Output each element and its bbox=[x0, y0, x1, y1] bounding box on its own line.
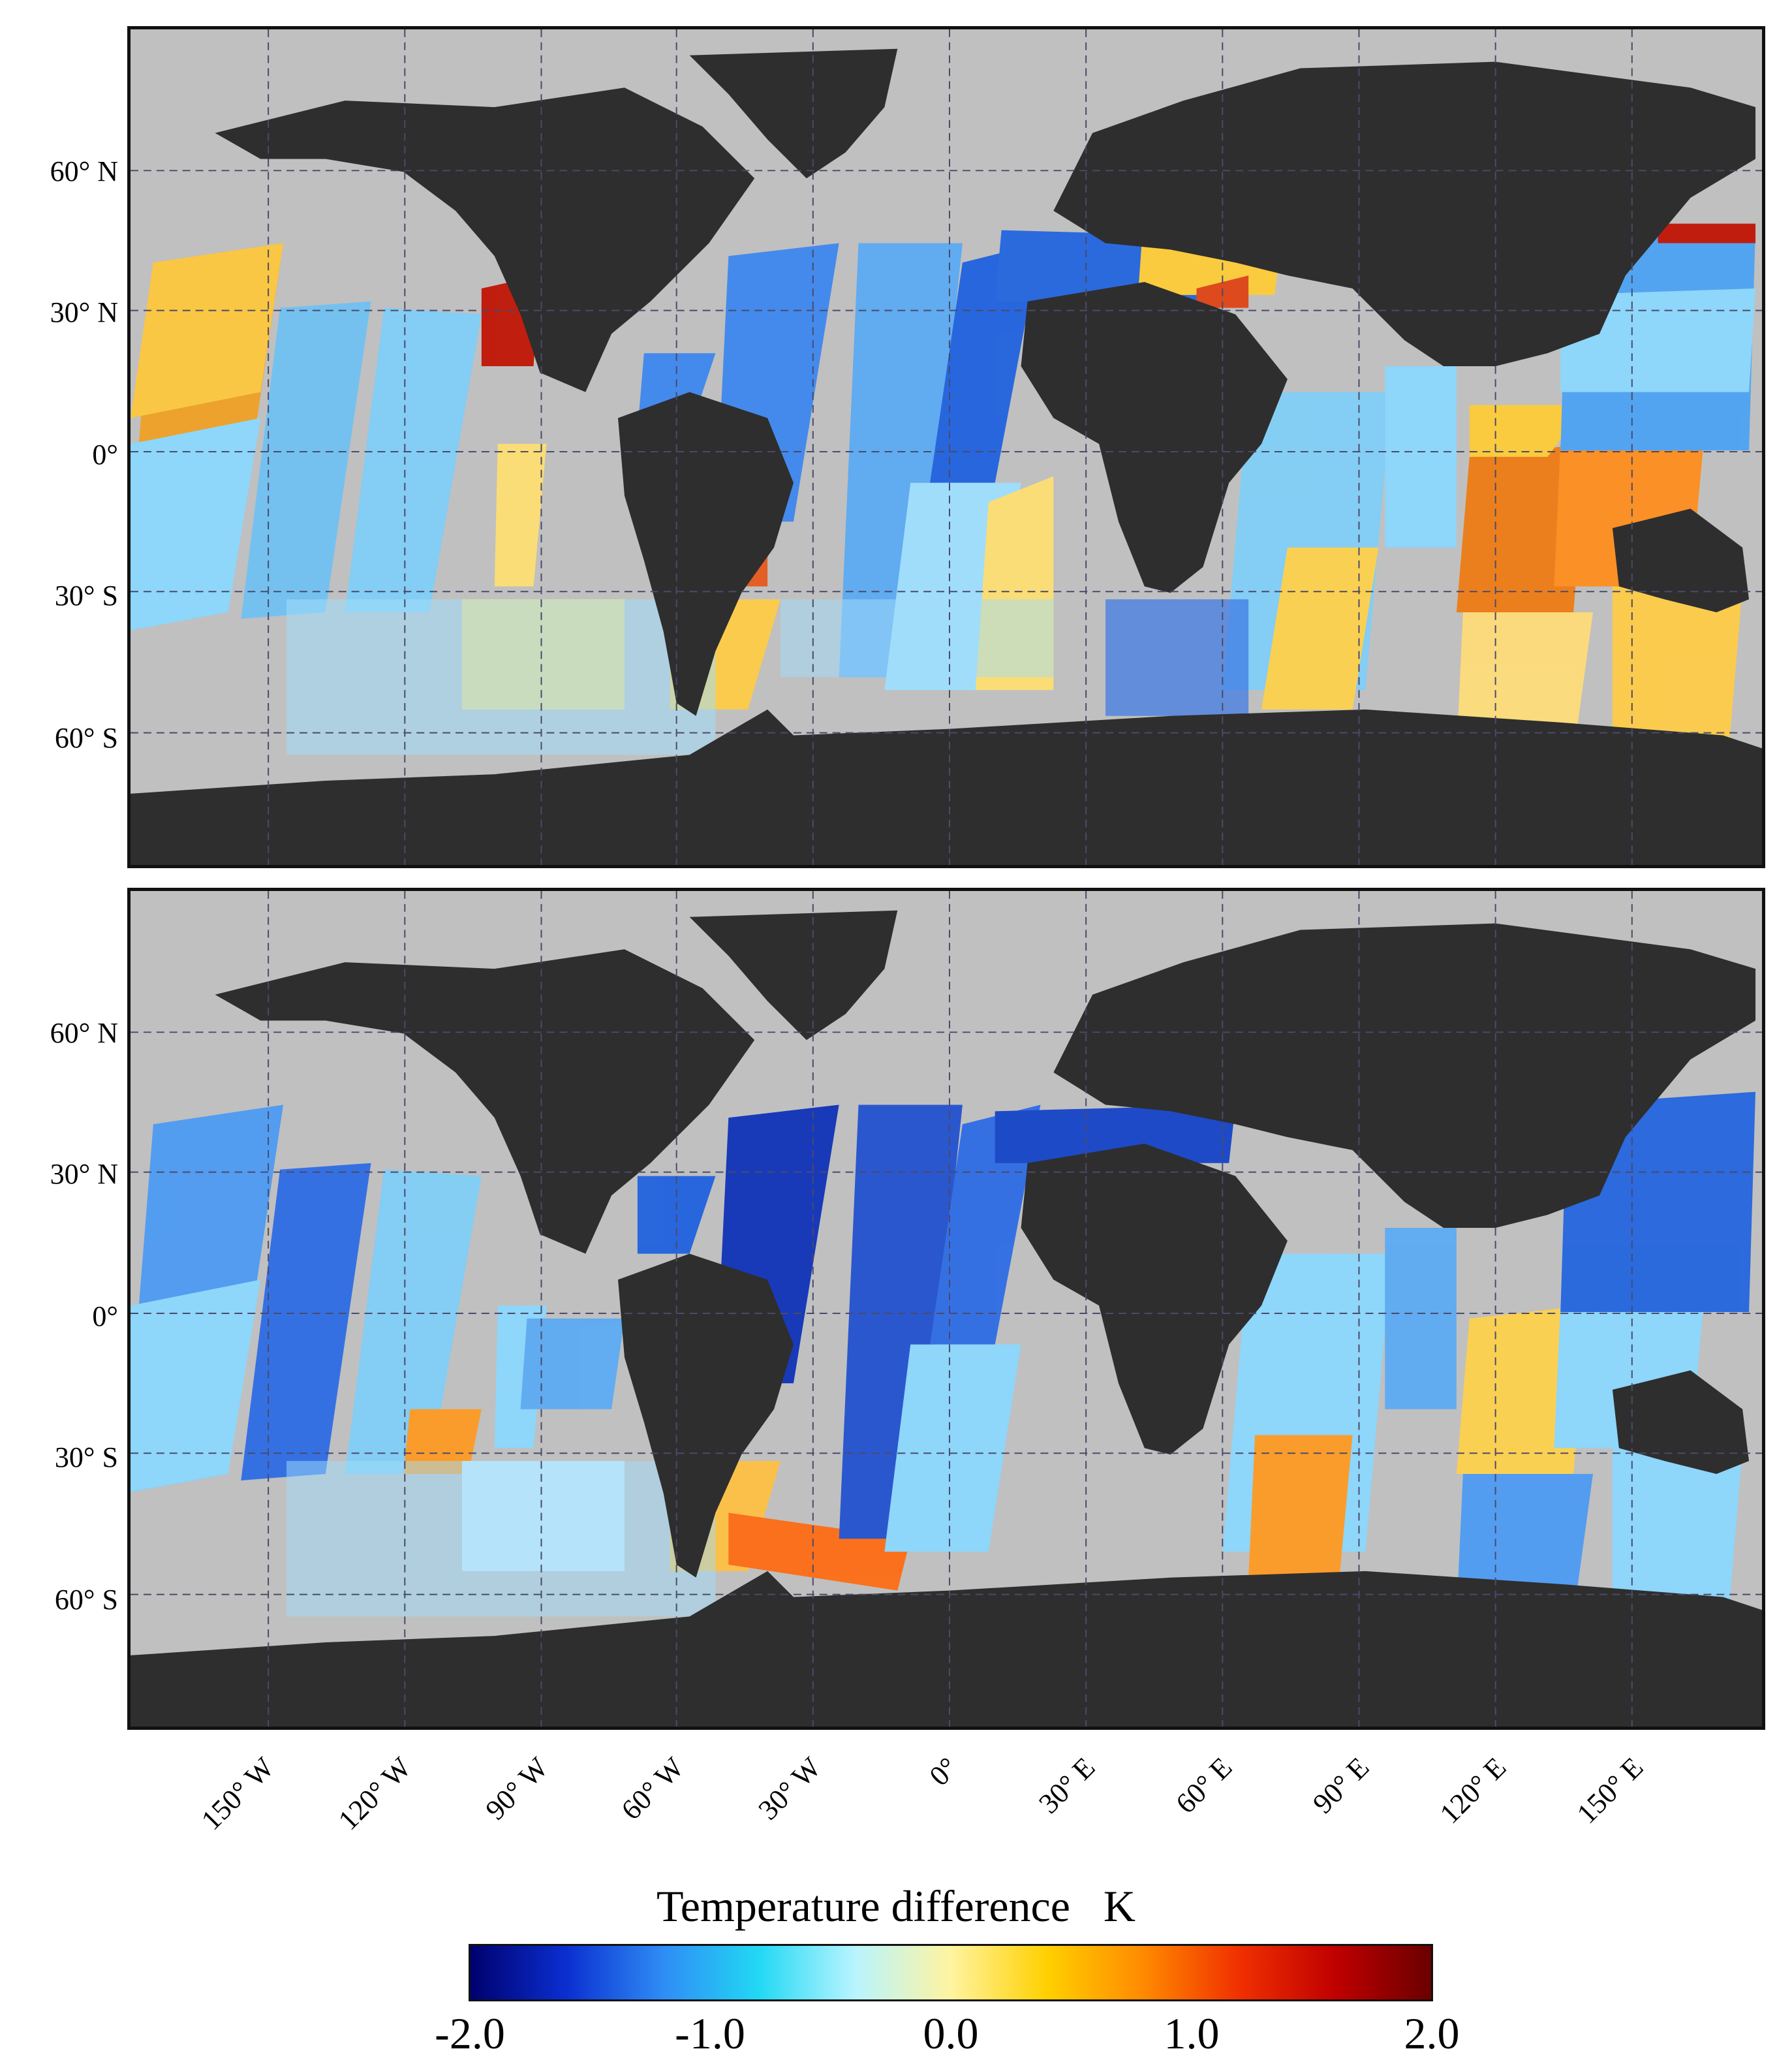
lat-label-60s-bottom: 60° S bbox=[54, 1584, 118, 1616]
colorbar-tick-zero: 0.0 bbox=[923, 2009, 979, 2058]
lat-label-60s-top: 60° S bbox=[54, 722, 118, 754]
lat-label-60n-bottom: 60° N bbox=[50, 1017, 118, 1049]
lon-label-120w: 120° W bbox=[332, 1751, 418, 1837]
lat-label-30s-bottom: 30° S bbox=[54, 1441, 118, 1473]
lon-label-0: 0° bbox=[923, 1751, 965, 1792]
colorbar bbox=[469, 1944, 1433, 2001]
lon-label-60e: 60° E bbox=[1169, 1751, 1239, 1820]
map-panel-bottom bbox=[127, 888, 1765, 1730]
lat-label-30s-top: 30° S bbox=[54, 580, 118, 612]
land-masses-top bbox=[131, 48, 1762, 865]
lon-label-120e: 120° E bbox=[1433, 1751, 1513, 1830]
lon-label-90e: 90° E bbox=[1306, 1751, 1376, 1820]
lat-label-0-top: 0° bbox=[92, 439, 118, 471]
map-panel-top bbox=[127, 26, 1765, 868]
lat-label-0-bottom: 0° bbox=[92, 1300, 118, 1332]
gridlines-bottom bbox=[131, 891, 1762, 1727]
lon-label-30w: 30° W bbox=[752, 1751, 827, 1826]
colorbar-tick-min: -2.0 bbox=[435, 2009, 505, 2058]
colorbar-tick-max: 2.0 bbox=[1404, 2009, 1460, 2058]
lon-label-90w: 90° W bbox=[479, 1751, 555, 1826]
colorbar-tick-neg1: -1.0 bbox=[675, 2009, 745, 2058]
land-masses-bottom bbox=[131, 910, 1762, 1727]
gridlines-top bbox=[131, 29, 1762, 865]
lon-label-30e: 30° E bbox=[1032, 1751, 1102, 1820]
map-svg-top bbox=[131, 29, 1762, 865]
colorbar-title: Temperature difference K bbox=[656, 1881, 1136, 1931]
lat-label-60n-top: 60° N bbox=[50, 155, 118, 187]
lon-label-150w: 150° W bbox=[194, 1751, 281, 1837]
lon-label-60w: 60° W bbox=[615, 1751, 690, 1826]
map-svg-bottom bbox=[131, 891, 1762, 1727]
lat-label-30n-top: 30° N bbox=[50, 296, 118, 328]
lon-label-150e: 150° E bbox=[1570, 1751, 1650, 1830]
colorbar-tick-pos1: 1.0 bbox=[1164, 2009, 1220, 2058]
data-swaths-bottom bbox=[131, 1091, 1756, 1617]
lat-label-30n-bottom: 30° N bbox=[50, 1158, 118, 1190]
